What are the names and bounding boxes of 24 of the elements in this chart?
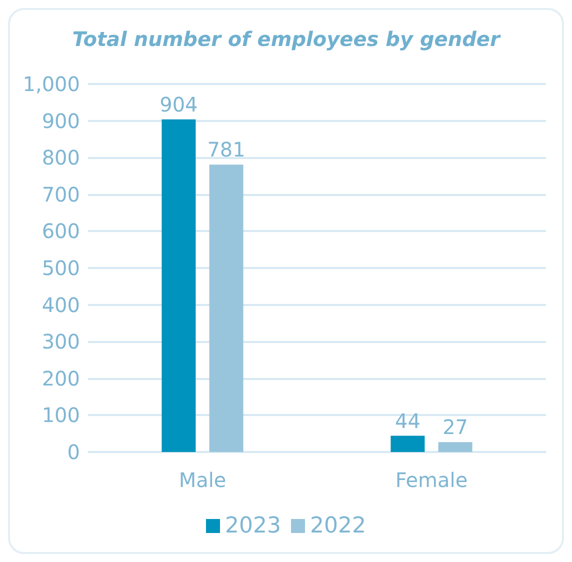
data-label: 904 <box>160 92 198 116</box>
data-label: 781 <box>207 138 246 162</box>
y-tick-label: 500 <box>42 256 80 280</box>
legend-label: 2023 <box>225 514 282 538</box>
y-tick-label: 0 <box>67 440 80 464</box>
bar <box>209 164 244 452</box>
legend-label: 2022 <box>310 514 366 538</box>
x-tick-label: Male <box>178 468 226 492</box>
bar <box>438 442 472 452</box>
y-tick-label: 800 <box>42 146 80 170</box>
data-label: 27 <box>442 415 468 440</box>
y-tick-label: 1,000 <box>22 72 80 96</box>
data-label: 44 <box>394 408 420 433</box>
y-tick-label: 200 <box>42 366 80 390</box>
x-tick-label: Female <box>395 468 468 492</box>
chart-title: Total number of employees by gender <box>72 27 501 51</box>
y-tick-label: 700 <box>42 182 80 206</box>
bar <box>390 436 425 452</box>
y-tick-label: 900 <box>42 108 80 133</box>
y-tick-label: 600 <box>42 219 80 244</box>
bar <box>162 119 196 452</box>
y-tick-label: 100 <box>42 403 80 428</box>
y-tick-label: 300 <box>42 330 80 354</box>
y-tick-label: 400 <box>42 292 80 317</box>
